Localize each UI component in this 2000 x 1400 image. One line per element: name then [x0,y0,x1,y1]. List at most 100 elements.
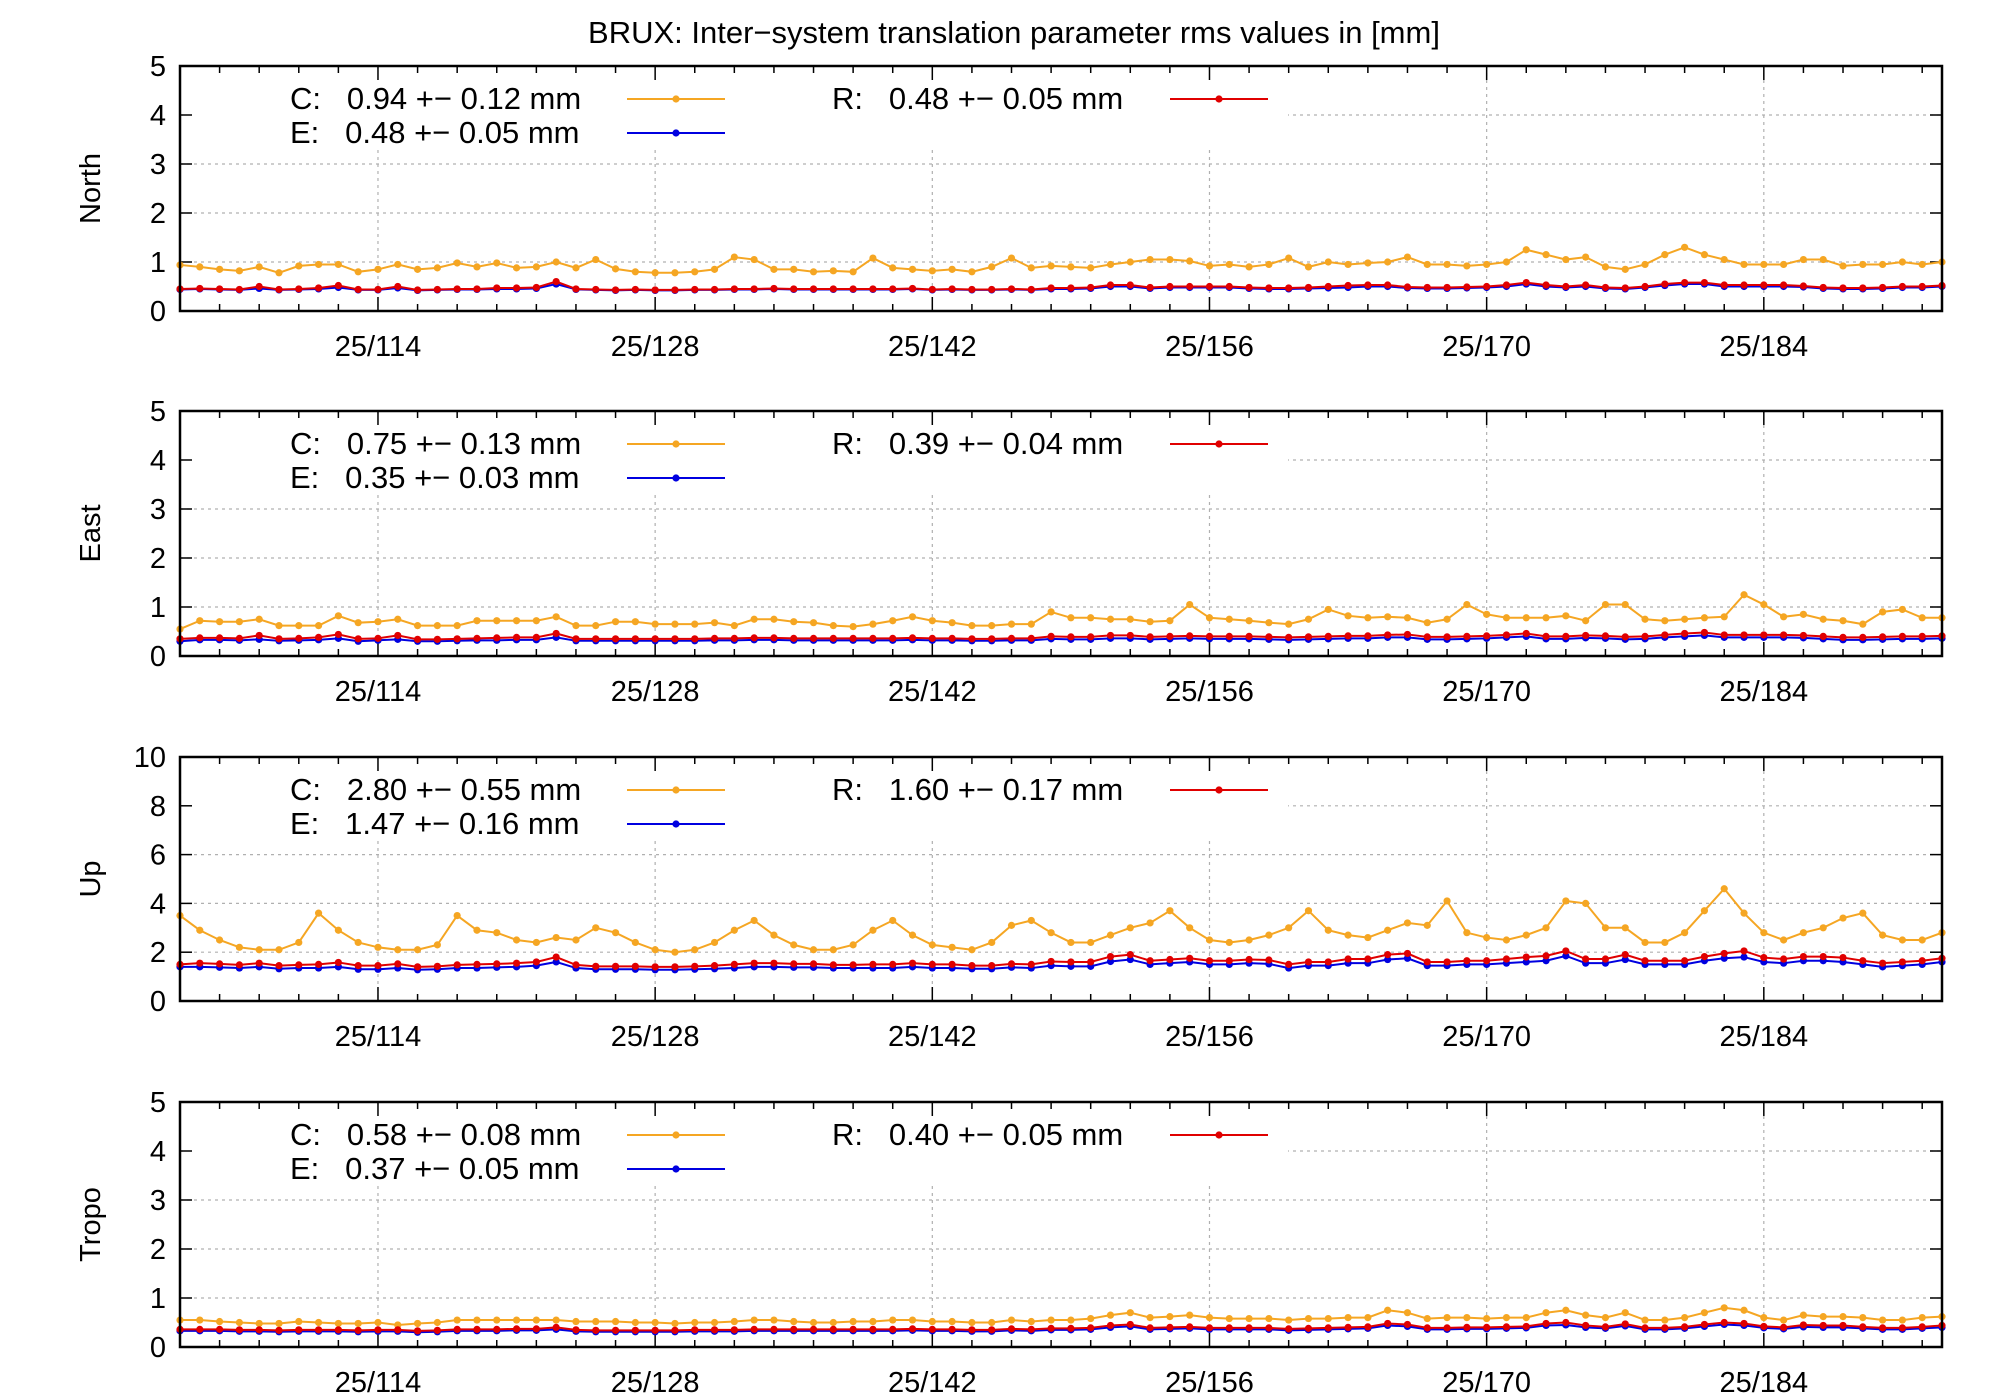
legend-label-c: C: 0.94 +− 0.12 mm [290,81,581,116]
data-point [1265,633,1273,641]
data-point [1423,619,1431,627]
data-point [1403,283,1412,291]
data-point [928,634,936,642]
data-point [394,631,402,640]
data-point [1265,260,1273,269]
panel-east: 0 1 2 3 4 5 25/114 25/128 25/142 25/156 25/170 25/1… [75,396,1946,708]
data-point [1483,282,1491,291]
data-point [671,269,679,277]
data-point [1562,612,1570,620]
data-point [1582,1321,1590,1330]
data-point [1225,1324,1233,1332]
data-point [1879,260,1887,269]
data-point [1106,1321,1115,1330]
data-point [1780,281,1788,289]
data-point [1562,897,1570,905]
data-point [1344,1314,1352,1322]
data-point [908,959,917,967]
data-point [354,962,362,970]
data-point [710,1326,719,1334]
data-point [592,285,600,294]
data-point [1205,1314,1214,1322]
data-point [1166,1313,1174,1321]
data-point [1047,262,1055,270]
data-point [1324,632,1332,641]
data-point [1681,1323,1689,1331]
data-point [1265,931,1273,939]
data-point [710,938,719,947]
data-point [790,618,798,626]
data-point [1106,281,1115,289]
legend-swatch-point [672,1131,680,1139]
data-point [1364,933,1372,942]
data-point [1483,260,1491,269]
data-point [1918,260,1926,269]
data-point [889,285,897,293]
legend-swatch-point [1215,786,1223,794]
data-point [1047,1324,1055,1332]
y-tick-label: 3 [150,149,166,181]
data-point [1601,263,1610,271]
data-point [1700,614,1709,622]
y-tick-label: 4 [150,1136,166,1168]
y-tick-label: 5 [150,396,166,428]
data-point [889,1325,897,1333]
y-tick-label: 6 [150,840,166,872]
data-point [374,265,382,273]
data-point [1304,615,1313,623]
x-tick-label: 25/128 [611,1021,700,1053]
data-point [968,962,976,970]
data-point [1047,284,1055,292]
data-point [453,1325,461,1333]
data-point [1007,620,1016,628]
data-point [235,943,243,951]
data-point [1740,909,1748,917]
data-point [1780,1316,1788,1324]
data-point [1463,1314,1471,1322]
data-point [235,285,243,294]
data-point [1186,1323,1194,1331]
data-point [473,617,481,625]
data-point [1799,952,1808,961]
data-point [1205,957,1214,965]
x-tick-label: 25/142 [888,676,977,708]
x-tick-label: 25/156 [1165,1367,1254,1399]
data-point [255,946,263,954]
data-point [829,267,837,275]
data-point [1542,952,1550,960]
data-point [1146,633,1154,641]
data-point [255,615,263,623]
y-tick-label: 3 [150,494,166,526]
data-point [215,1317,224,1326]
data-point [1720,631,1728,639]
data-point [691,268,699,276]
data-point [1245,1314,1253,1323]
data-point [1859,620,1867,628]
data-point [512,959,521,967]
data-point [1126,281,1134,289]
y-tick-label: 0 [150,1332,166,1364]
legend-swatch-point [672,440,680,448]
data-point [275,1326,283,1334]
data-point [1423,958,1431,966]
data-point [1344,931,1352,939]
data-point [235,1326,243,1334]
data-point [631,285,639,294]
data-point [968,268,976,276]
data-point [413,622,422,630]
data-point [611,635,620,643]
data-point [869,634,877,642]
data-point [1839,633,1847,641]
data-point [314,909,323,917]
data-point [651,946,659,954]
data-point [1502,955,1511,963]
x-tick-label: 25/170 [1442,1021,1531,1053]
data-point [829,946,837,954]
data-point [413,265,422,273]
data-point [1879,959,1887,967]
data-point [512,1316,521,1324]
data-point [532,283,540,292]
data-point [1344,281,1352,290]
y-tick-label: 1 [150,247,166,279]
data-point [1661,957,1669,965]
